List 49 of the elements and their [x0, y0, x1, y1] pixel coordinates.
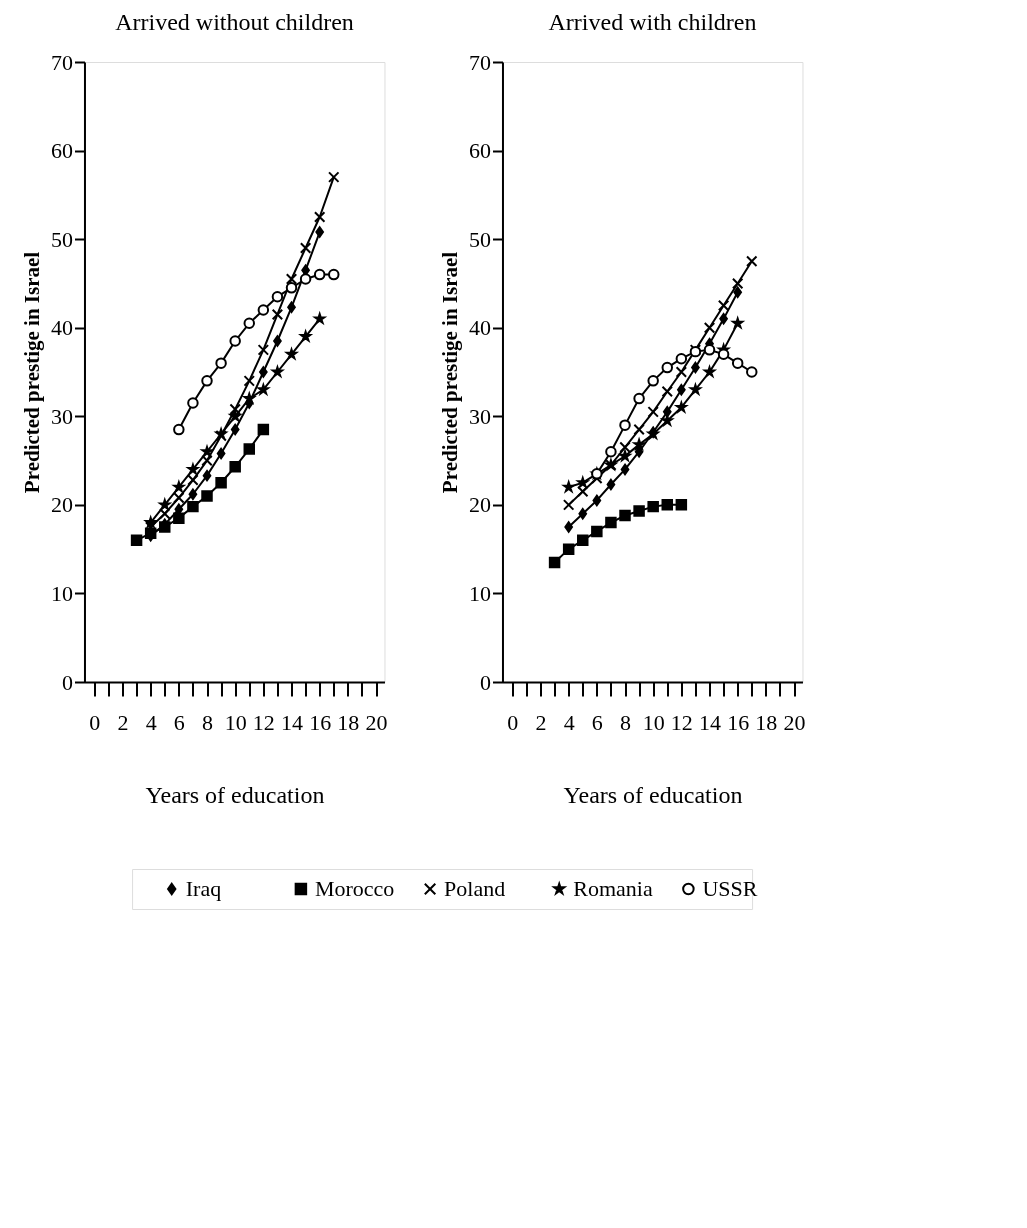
x-tick-label: 6 — [173, 709, 185, 735]
y-tick-label: 10 — [468, 580, 491, 606]
y-axis-title: Predicted prestige in Israel — [19, 251, 44, 494]
legend-label: Poland — [444, 876, 506, 901]
chart-title: Arrived with children — [548, 9, 757, 35]
y-tick-label: 20 — [468, 492, 491, 518]
y-tick-label: 40 — [468, 315, 491, 341]
y-tick-label: 30 — [50, 403, 73, 429]
x-tick-label: 16 — [309, 709, 332, 735]
x-tick-label: 4 — [563, 709, 575, 735]
x-tick-label: 4 — [145, 709, 157, 735]
x-tick-label: 10 — [642, 709, 665, 735]
chart-title: Arrived without children — [115, 9, 354, 35]
x-tick-label: 2 — [117, 709, 129, 735]
y-tick-label: 60 — [468, 138, 491, 164]
x-tick-label: 8 — [202, 709, 214, 735]
x-tick-label: 0 — [507, 709, 519, 735]
y-tick-label: 30 — [468, 403, 491, 429]
x-tick-label: 0 — [89, 709, 101, 735]
legend-label: Romania — [573, 876, 653, 901]
y-tick-label: 20 — [50, 492, 73, 518]
x-tick-label: 18 — [755, 709, 778, 735]
x-tick-label: 8 — [620, 709, 632, 735]
x-tick-label: 20 — [365, 709, 388, 735]
y-tick-label: 40 — [50, 315, 73, 341]
x-tick-label: 12 — [670, 709, 693, 735]
y-tick-label: 10 — [50, 580, 73, 606]
x-tick-label: 6 — [591, 709, 603, 735]
x-tick-label: 10 — [224, 709, 247, 735]
y-tick-label: 0 — [479, 669, 491, 695]
y-tick-label: 50 — [468, 226, 491, 252]
legend-label: Iraq — [185, 876, 222, 901]
x-tick-label: 20 — [783, 709, 806, 735]
y-axis-title: Predicted prestige in Israel — [437, 251, 462, 494]
y-tick-label: 0 — [61, 669, 73, 695]
y-tick-label: 60 — [50, 138, 73, 164]
y-tick-label: 70 — [468, 49, 491, 75]
x-axis-title: Years of education — [563, 781, 743, 808]
legend-label: USSR — [702, 876, 758, 901]
x-axis-title: Years of education — [145, 781, 325, 808]
x-tick-label: 16 — [727, 709, 750, 735]
x-tick-label: 14 — [699, 709, 722, 735]
legend-label: Morocco — [314, 876, 395, 901]
y-tick-label: 50 — [50, 226, 73, 252]
x-tick-label: 2 — [535, 709, 547, 735]
y-tick-label: 70 — [50, 49, 73, 75]
x-tick-label: 18 — [337, 709, 360, 735]
x-tick-label: 12 — [252, 709, 275, 735]
x-tick-label: 14 — [281, 709, 304, 735]
